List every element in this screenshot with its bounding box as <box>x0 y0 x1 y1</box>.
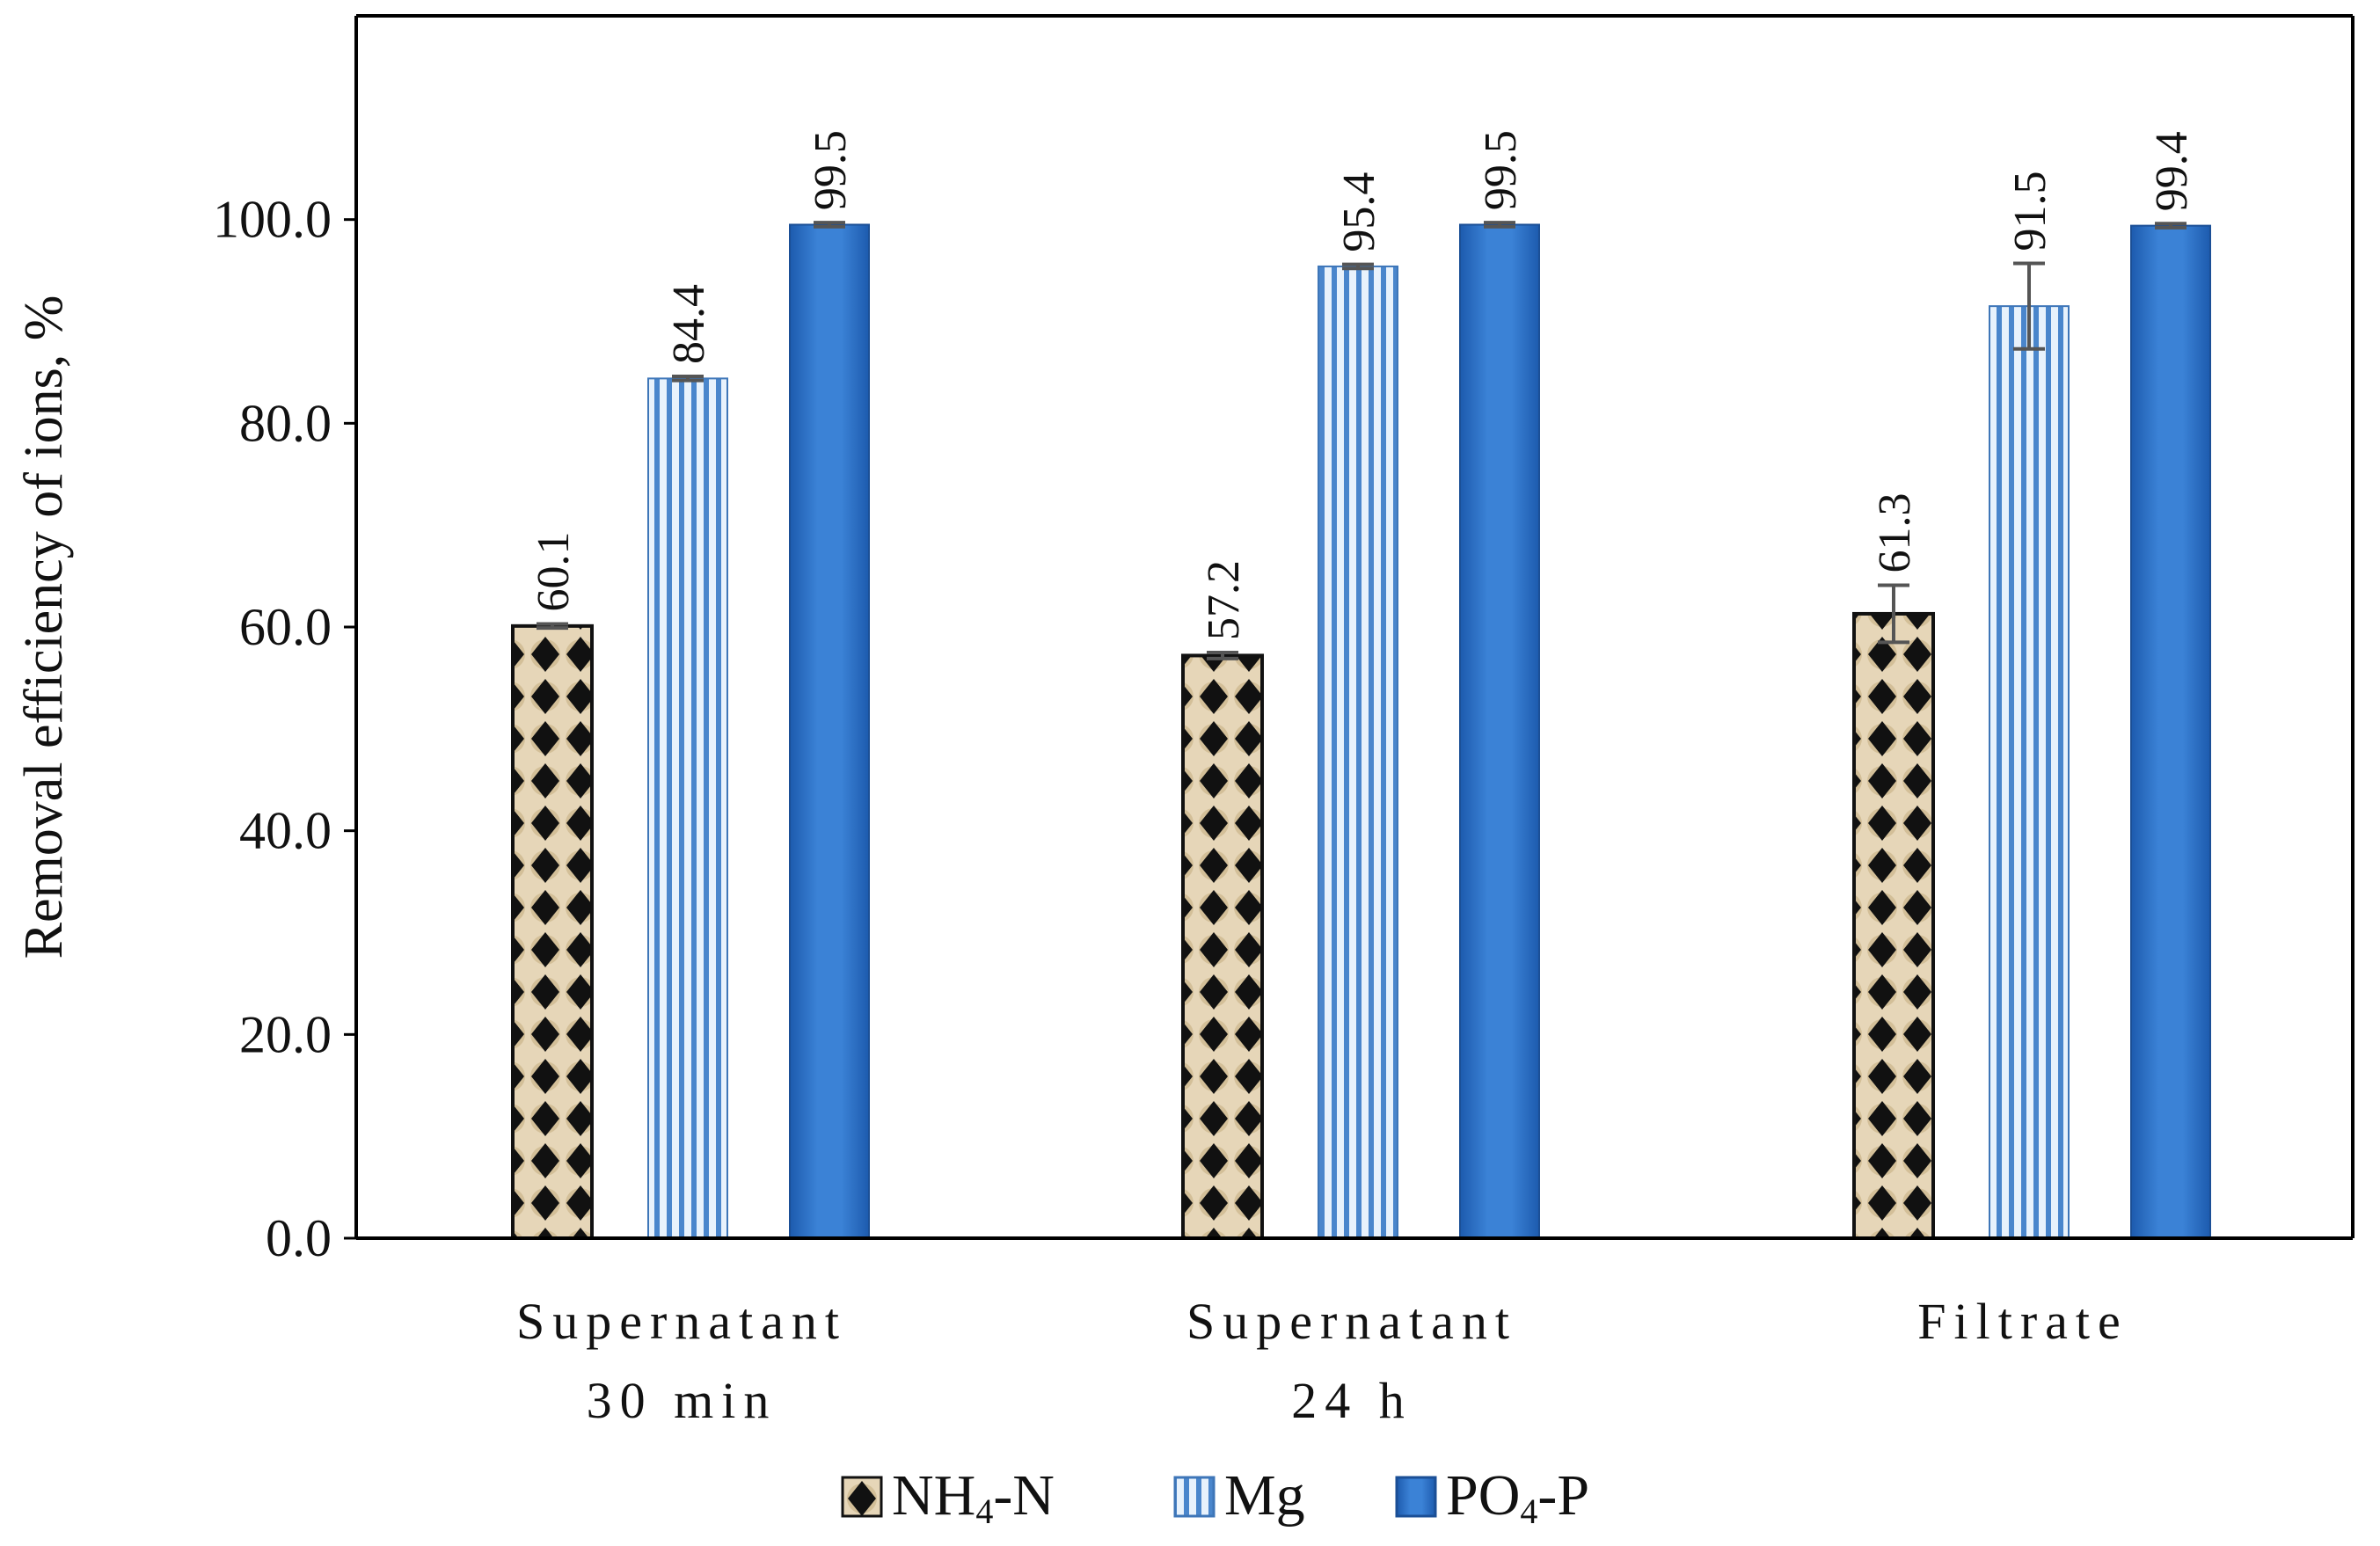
error-bar-po4-p-3 <box>2155 222 2187 230</box>
data-label-po4-p-1: 99.5 <box>806 130 856 210</box>
error-bar-po4-p-2 <box>1484 221 1515 229</box>
bar-po4-p-3 <box>2130 224 2211 1239</box>
legend-item-po4-p: PO4-P <box>1395 1463 1589 1531</box>
error-bar-mg-3 <box>2013 261 2045 351</box>
category-label-3: Filtrate <box>1917 1293 2128 1350</box>
error-bar-mg-1 <box>672 375 704 383</box>
category-label-2: Supernatant 24 h <box>1186 1293 1517 1429</box>
data-label-po4-p-2: 99.5 <box>1476 130 1526 210</box>
bar-nh4-n-1 <box>511 624 594 1240</box>
category-label-line1: Supernatant <box>516 1293 847 1350</box>
bar-nh4-n-2 <box>1181 653 1264 1240</box>
legend-swatch-mg <box>1173 1476 1216 1518</box>
category-label-line1: Supernatant <box>1186 1293 1517 1350</box>
legend-swatch-nh4-n <box>841 1476 883 1518</box>
bar-po4-p-1 <box>789 223 870 1239</box>
legend-swatch-po4-p <box>1395 1476 1437 1518</box>
bar-mg-3 <box>1989 305 2070 1239</box>
y-tick-label-0: 0.0 <box>266 1209 332 1267</box>
error-bar-nh4-n-2 <box>1207 650 1238 660</box>
data-label-mg-3: 91.5 <box>2005 171 2055 251</box>
category-label-line2: 30 min <box>587 1372 778 1429</box>
legend-label-nh4-n: NH4-N <box>892 1463 1055 1531</box>
category-label-line1: Filtrate <box>1917 1293 2128 1350</box>
legend-label-po4-p: PO4-P <box>1446 1463 1589 1531</box>
y-tick-label-5: 100.0 <box>213 191 332 249</box>
y-tick-label-2: 40.0 <box>239 802 332 860</box>
y-tick-label-1: 20.0 <box>239 1005 332 1063</box>
legend-label-mg: Mg <box>1224 1463 1305 1528</box>
data-label-mg-1: 84.4 <box>664 284 714 364</box>
y-tick-label-4: 80.0 <box>239 394 332 452</box>
y-axis-title: Removal efficiency of ions, % <box>14 295 74 959</box>
legend-item-nh4-n: NH4-N <box>841 1463 1055 1531</box>
error-bar-nh4-n-1 <box>537 622 568 631</box>
bar-mg-2 <box>1318 265 1398 1240</box>
error-bar-mg-2 <box>1342 262 1374 271</box>
category-label-line2: 24 h <box>1291 1372 1413 1429</box>
data-label-nh4-n-1: 60.1 <box>529 532 579 612</box>
y-tick-label-3: 60.0 <box>239 598 332 656</box>
error-bar-nh4-n-3 <box>1878 583 1909 645</box>
category-label-1: Supernatant 30 min <box>516 1293 847 1429</box>
data-label-nh4-n-2: 57.2 <box>1199 560 1249 640</box>
bar-nh4-n-3 <box>1852 611 1935 1240</box>
data-label-po4-p-3: 99.4 <box>2147 131 2197 211</box>
legend-item-mg: Mg <box>1173 1463 1305 1528</box>
data-label-mg-2: 95.4 <box>1334 172 1384 252</box>
error-bar-po4-p-1 <box>814 221 845 229</box>
bar-mg-1 <box>647 377 728 1240</box>
data-label-nh4-n-3: 61.3 <box>1870 493 1920 573</box>
bar-po4-p-2 <box>1459 223 1540 1239</box>
